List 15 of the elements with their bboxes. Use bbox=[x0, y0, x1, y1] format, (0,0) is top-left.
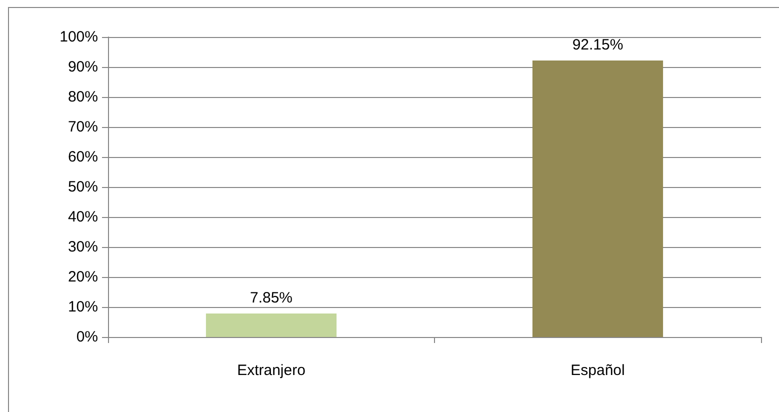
data-label: 7.85% bbox=[250, 289, 293, 306]
y-tick-label: 90% bbox=[68, 58, 98, 76]
y-tick-label: 0% bbox=[76, 328, 98, 346]
y-tick-label: 60% bbox=[68, 148, 98, 166]
y-tick-label: 10% bbox=[68, 298, 98, 316]
y-tick-label: 70% bbox=[68, 118, 98, 136]
y-tick-label: 40% bbox=[68, 208, 98, 226]
data-label: 92.15% bbox=[572, 36, 624, 54]
y-tick-label: 80% bbox=[68, 88, 98, 106]
y-tick-label: 20% bbox=[68, 268, 98, 286]
x-tick-label: Extranjero bbox=[237, 362, 306, 379]
y-tick-label: 50% bbox=[68, 178, 98, 196]
x-tick-label: Español bbox=[570, 362, 625, 379]
y-tick-label: 30% bbox=[68, 238, 98, 256]
y-tick-label: 100% bbox=[60, 28, 98, 46]
